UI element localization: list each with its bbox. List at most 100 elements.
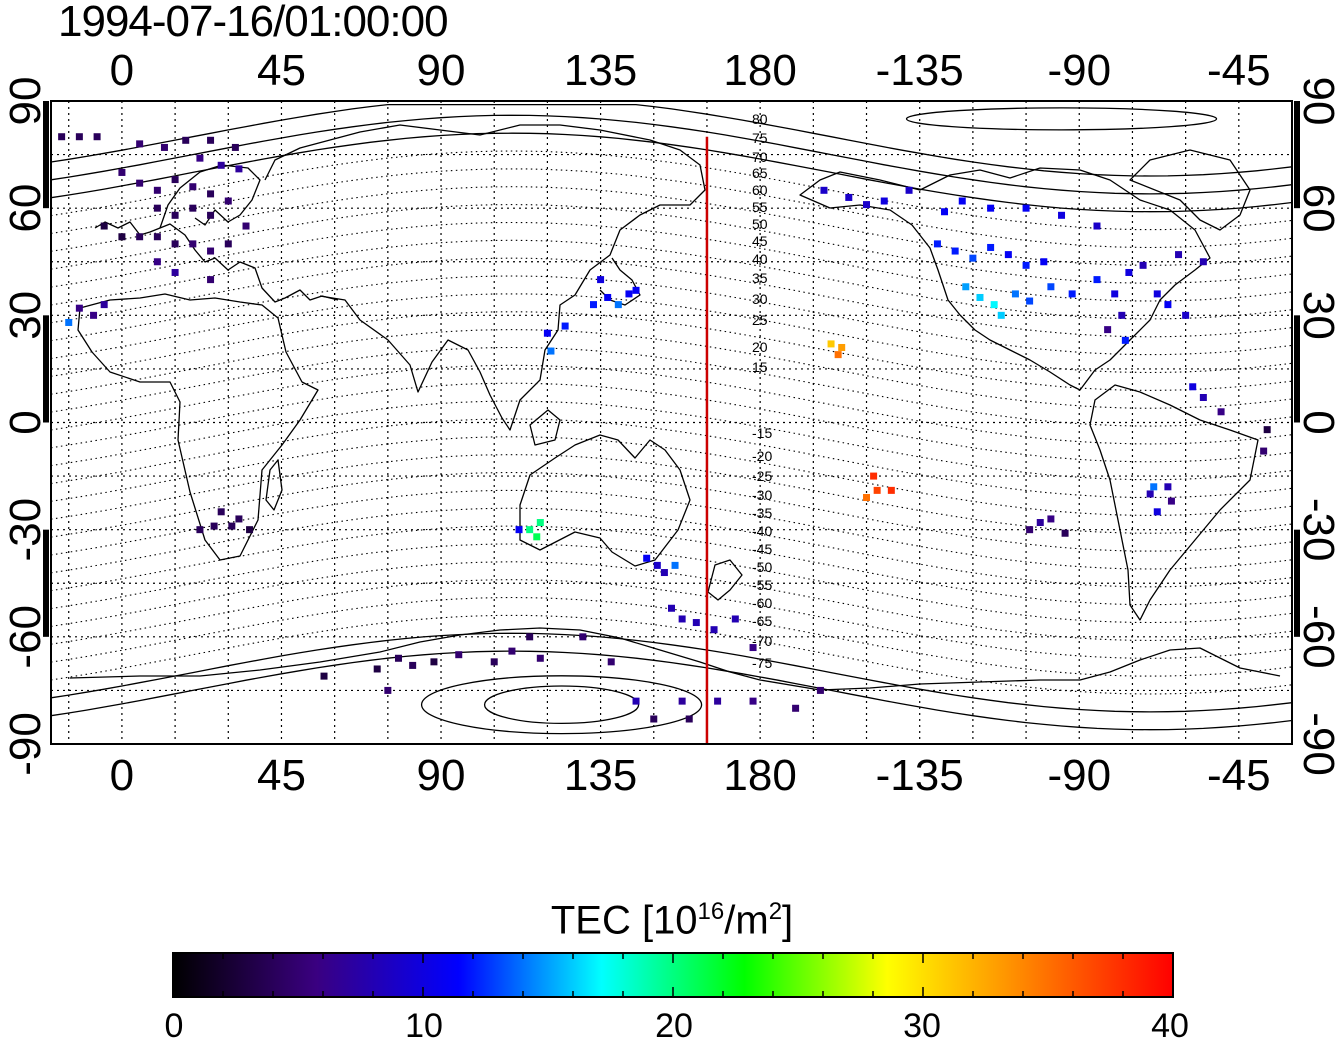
lon-tick-top: 45 (257, 46, 306, 95)
lat-tick-left: -30 (1, 498, 50, 562)
tec-point (632, 697, 640, 705)
tec-point (597, 276, 605, 284)
tec-point (1164, 301, 1172, 309)
tec-point (660, 569, 668, 577)
tec-point (933, 240, 941, 248)
tec-point (990, 301, 998, 309)
tec-point (543, 329, 551, 337)
magnetic-contour (50, 103, 1293, 177)
tec-point (873, 486, 881, 494)
tec-point (816, 686, 824, 694)
tec-point (153, 258, 161, 266)
coastline-africa (77, 293, 319, 561)
tec-point (987, 204, 995, 212)
tec-point (650, 715, 658, 723)
coastline-borneo (529, 409, 561, 446)
tec-point (224, 197, 232, 205)
magnetic-contour (50, 364, 1293, 445)
magnetic-contour (50, 543, 1293, 624)
tec-point (394, 654, 402, 662)
tec-point (1153, 290, 1161, 298)
tec-point (536, 654, 544, 662)
lat-tick-right: 0 (1294, 410, 1343, 434)
tec-point (207, 136, 215, 144)
tec-point (643, 554, 651, 562)
contour-label: 15 (752, 359, 768, 375)
tec-point (409, 661, 417, 669)
coastline-new-zealand (707, 559, 743, 601)
tec-point (958, 197, 966, 205)
tec-point (1125, 268, 1133, 276)
magnetic-latitude-contours (50, 103, 1293, 735)
contour-label: 65 (752, 165, 768, 181)
tec-point (1011, 290, 1019, 298)
contour-label: -25 (752, 468, 772, 484)
magnetic-contour (50, 186, 1293, 266)
lat-tick-left: 60 (1, 184, 50, 233)
tec-point (189, 183, 197, 191)
colorbar-title: TEC [1016/m2] (0, 888, 1344, 944)
tec-point (1093, 276, 1101, 284)
tec-point (90, 311, 98, 319)
lon-tick-top: 135 (564, 46, 637, 95)
magnetic-contour (50, 400, 1293, 481)
contour-label: 45 (752, 233, 768, 249)
tec-point (1036, 519, 1044, 527)
tec-point (1068, 290, 1076, 298)
tec-point (987, 243, 995, 251)
tec-point (668, 604, 675, 612)
tec-point (210, 522, 218, 530)
tec-point (863, 494, 871, 502)
coastline-scandinavia (159, 164, 261, 229)
lon-tick-top: -45 (1207, 46, 1271, 95)
tec-point (870, 472, 878, 480)
frame-bar-left (43, 315, 49, 423)
lon-tick-bottom: 90 (417, 751, 466, 800)
tec-point (1026, 297, 1034, 305)
lat-tick-left: -60 (1, 605, 50, 669)
tec-point (182, 136, 190, 144)
tec-point (905, 186, 913, 194)
lat-tick-right: -30 (1294, 498, 1343, 562)
tec-point (997, 311, 1005, 319)
tec-point (1118, 311, 1126, 319)
tec-point (1189, 383, 1197, 391)
lon-tick-bottom: -90 (1047, 751, 1111, 800)
tec-point (320, 672, 328, 680)
tec-point (217, 508, 225, 516)
contour-label: 55 (752, 199, 768, 215)
lat-tick-right: 30 (1294, 291, 1343, 340)
magnetic-contour (50, 257, 1293, 338)
tec-point (1040, 258, 1048, 266)
colorbar-title-unit: /m (724, 898, 769, 943)
lat-tick-left: 90 (1, 77, 50, 126)
map-frame (43, 100, 1300, 745)
magnetic-contour (50, 204, 1293, 284)
tec-point (951, 247, 959, 255)
magnetic-contour (50, 632, 1293, 713)
colorbar (172, 952, 1174, 998)
frame-bar-right (1294, 101, 1300, 209)
tec-point (671, 561, 679, 569)
magnetic-contour (50, 418, 1293, 499)
contour-label: 20 (752, 339, 768, 355)
tec-point (561, 322, 569, 330)
tec-point (118, 168, 126, 176)
tec-point (607, 658, 615, 666)
tec-point (1199, 393, 1207, 401)
colorbar-title-prefix: TEC [10 (550, 898, 698, 943)
tec-point (792, 704, 800, 712)
contour-label: -45 (752, 541, 772, 557)
tec-point (880, 197, 888, 205)
tec-point (625, 290, 633, 298)
tec-point (710, 626, 718, 634)
tec-point (171, 240, 179, 248)
tec-point (196, 154, 204, 162)
tec-point (118, 233, 126, 241)
tec-point (547, 347, 555, 355)
contour-label: 70 (752, 149, 768, 165)
north-pole-oval (905, 107, 1218, 131)
lon-tick-bottom: 135 (564, 751, 637, 800)
tec-point (526, 526, 534, 534)
colorbar-minor-ticks (222, 953, 1124, 997)
